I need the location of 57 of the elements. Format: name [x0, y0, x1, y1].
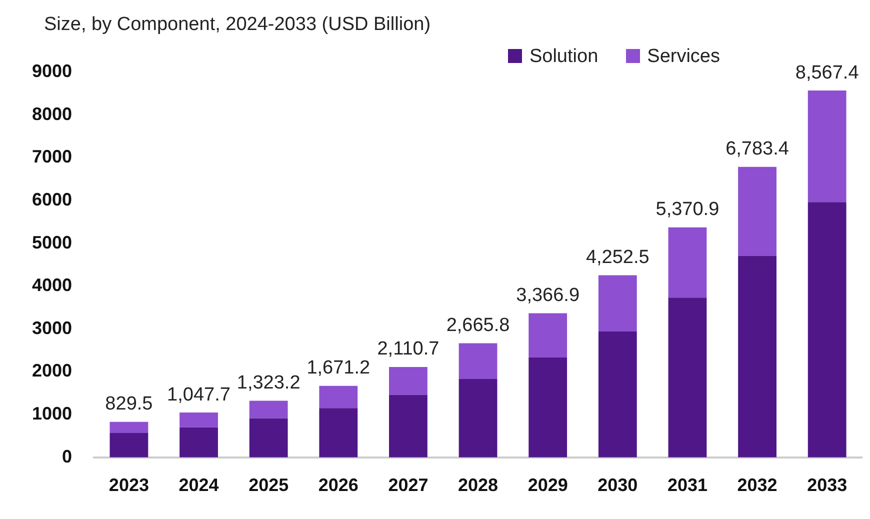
y-tick-label: 6000 [32, 189, 72, 210]
legend-label: Services [646, 46, 720, 68]
total-label: 3,366.9 [516, 284, 580, 306]
y-tick-label: 3000 [32, 318, 72, 338]
y-tick-label: 9000 [32, 60, 72, 81]
y-tick-label: 5000 [32, 232, 72, 252]
total-label: 8,567.4 [795, 62, 860, 84]
bar [110, 422, 148, 433]
y-tick-label: 0 [62, 446, 72, 466]
x-tick-label: 2025 [248, 475, 289, 496]
bar [598, 332, 637, 458]
total-label: 1,047.7 [167, 384, 230, 406]
x-tick-label: 2024 [178, 475, 219, 496]
bar [180, 427, 218, 458]
total-label: 2,110.7 [377, 338, 440, 360]
y-tick-label: 1000 [32, 404, 72, 424]
bar [808, 202, 846, 458]
total-label: 829.5 [105, 394, 153, 415]
chart-title: Size, by Component, 2024-2033 (USD Billion) [44, 14, 431, 36]
bar [668, 298, 707, 458]
y-tick-label: 4000 [32, 275, 72, 296]
bar [319, 386, 358, 408]
bar [458, 343, 498, 380]
x-tick-label: 2032 [737, 475, 778, 496]
y-tick-label: 2000 [32, 360, 72, 381]
x-tick-label: 2027 [388, 475, 428, 496]
x-tick-label: 2023 [108, 475, 149, 496]
bar [249, 400, 288, 418]
total-label: 6,783.4 [726, 138, 790, 160]
bar [738, 256, 776, 458]
total-label: 4,252.5 [586, 247, 650, 268]
y-tick-label: 8000 [32, 104, 72, 124]
bar [110, 432, 148, 458]
y-tick-label: 7000 [32, 146, 72, 167]
bar [389, 367, 428, 395]
bar [668, 227, 707, 298]
total-label: 2,665.8 [446, 314, 510, 336]
bar [389, 394, 428, 458]
bar [528, 313, 568, 358]
bar [180, 412, 218, 428]
bar [738, 166, 776, 256]
x-tick-label: 2026 [318, 475, 358, 496]
x-tick-label: 2029 [528, 475, 568, 496]
x-tick-label: 2028 [458, 475, 498, 496]
total-label: 1,671.2 [306, 358, 370, 379]
x-tick-label: 2033 [807, 475, 848, 496]
bar [458, 379, 498, 458]
bar [598, 275, 637, 332]
legend-label: Solution [528, 46, 598, 68]
bar [319, 408, 358, 458]
bar [528, 357, 568, 458]
bar [808, 90, 846, 202]
x-tick-label: 2031 [667, 475, 708, 496]
x-tick-label: 2030 [598, 475, 638, 496]
total-label: 5,370.9 [656, 199, 720, 220]
bar [249, 418, 288, 458]
total-label: 1,323.2 [236, 372, 300, 394]
